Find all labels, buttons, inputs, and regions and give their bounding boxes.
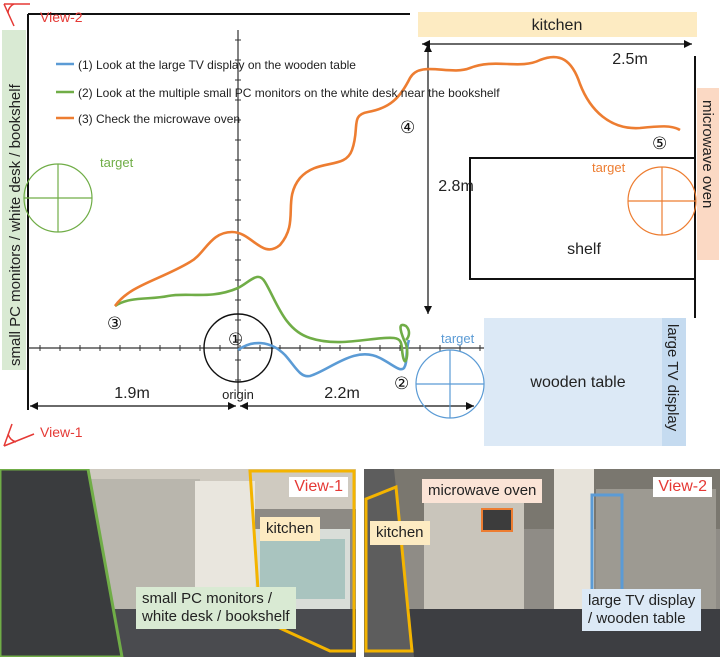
legend-item-1: (1) Look at the large TV display on the … — [78, 58, 356, 72]
path-green-monitors — [114, 275, 411, 363]
floor-plan-map: kitchen microwave oven shelf wooden tabl… — [2, 3, 719, 447]
target-blue-crosshair — [415, 349, 485, 419]
dimension-1-9m: 1.9m — [114, 385, 150, 402]
view1-photo: View-1 kitchen small PC monitors / white… — [0, 469, 356, 657]
view2-photo-tag: View-2 — [653, 477, 712, 497]
view2-tv-label: large TV display / wooden table — [582, 589, 702, 631]
view1-kitchen-label: kitchen — [260, 517, 320, 541]
origin-label: origin — [222, 387, 254, 402]
tv-label: large TV display — [664, 324, 681, 432]
path-blue-tv — [237, 339, 411, 378]
kitchen-area — [418, 12, 697, 37]
view1-monitors-label: small PC monitors / white desk / bookshe… — [136, 587, 296, 629]
wooden-table-label: wooden table — [529, 374, 625, 391]
dimension-arrowheads — [30, 40, 692, 410]
dimension-lines — [30, 43, 692, 407]
target-green-label: target — [100, 155, 134, 170]
target-orange-label: target — [592, 160, 626, 175]
target-green-crosshair — [23, 163, 93, 233]
microwave-area — [697, 88, 719, 260]
shelf-outline — [469, 157, 695, 280]
shelf-label: shelf — [567, 241, 601, 258]
view2-camera-icon — [3, 3, 30, 27]
monitors-area — [2, 30, 26, 370]
microwave-label: microwave oven — [699, 100, 716, 208]
view2-photo: View-2 microwave oven kitchen large TV d… — [364, 469, 720, 657]
legend-item-2: (2) Look at the multiple small PC monito… — [78, 86, 500, 100]
waypoint-4: ④ — [400, 118, 415, 137]
view2-label: View-2 — [40, 9, 83, 25]
dimension-2-5m: 2.5m — [612, 51, 648, 68]
legend: (1) Look at the large TV display on the … — [56, 58, 500, 126]
axes — [28, 30, 484, 395]
kitchen-label: kitchen — [532, 17, 583, 34]
path-orange-microwave — [113, 55, 681, 307]
wooden-table-area — [484, 318, 662, 446]
origin-circle — [203, 313, 273, 383]
waypoint-3: ③ — [107, 314, 122, 333]
waypoint-1: ① — [228, 330, 243, 349]
view2-kitchen-label: kitchen — [370, 521, 430, 545]
view1-label: View-1 — [40, 424, 83, 440]
waypoint-5: ⑤ — [652, 134, 667, 153]
view2-microwave-label: microwave oven — [422, 479, 543, 503]
monitors-label: small PC monitors / white desk / bookshe… — [7, 83, 24, 366]
view1-scene — [0, 469, 356, 657]
dimension-2-2m: 2.2m — [324, 385, 360, 402]
target-blue-label: target — [441, 331, 475, 346]
legend-item-3: (3) Check the microwave oven — [78, 112, 240, 126]
waypoint-2: ② — [394, 374, 409, 393]
view1-camera-icon — [3, 423, 35, 447]
view1-photo-tag: View-1 — [289, 477, 348, 497]
target-orange-crosshair — [627, 166, 697, 236]
dimension-2-8m: 2.8m — [438, 178, 474, 195]
tv-area — [662, 318, 686, 446]
